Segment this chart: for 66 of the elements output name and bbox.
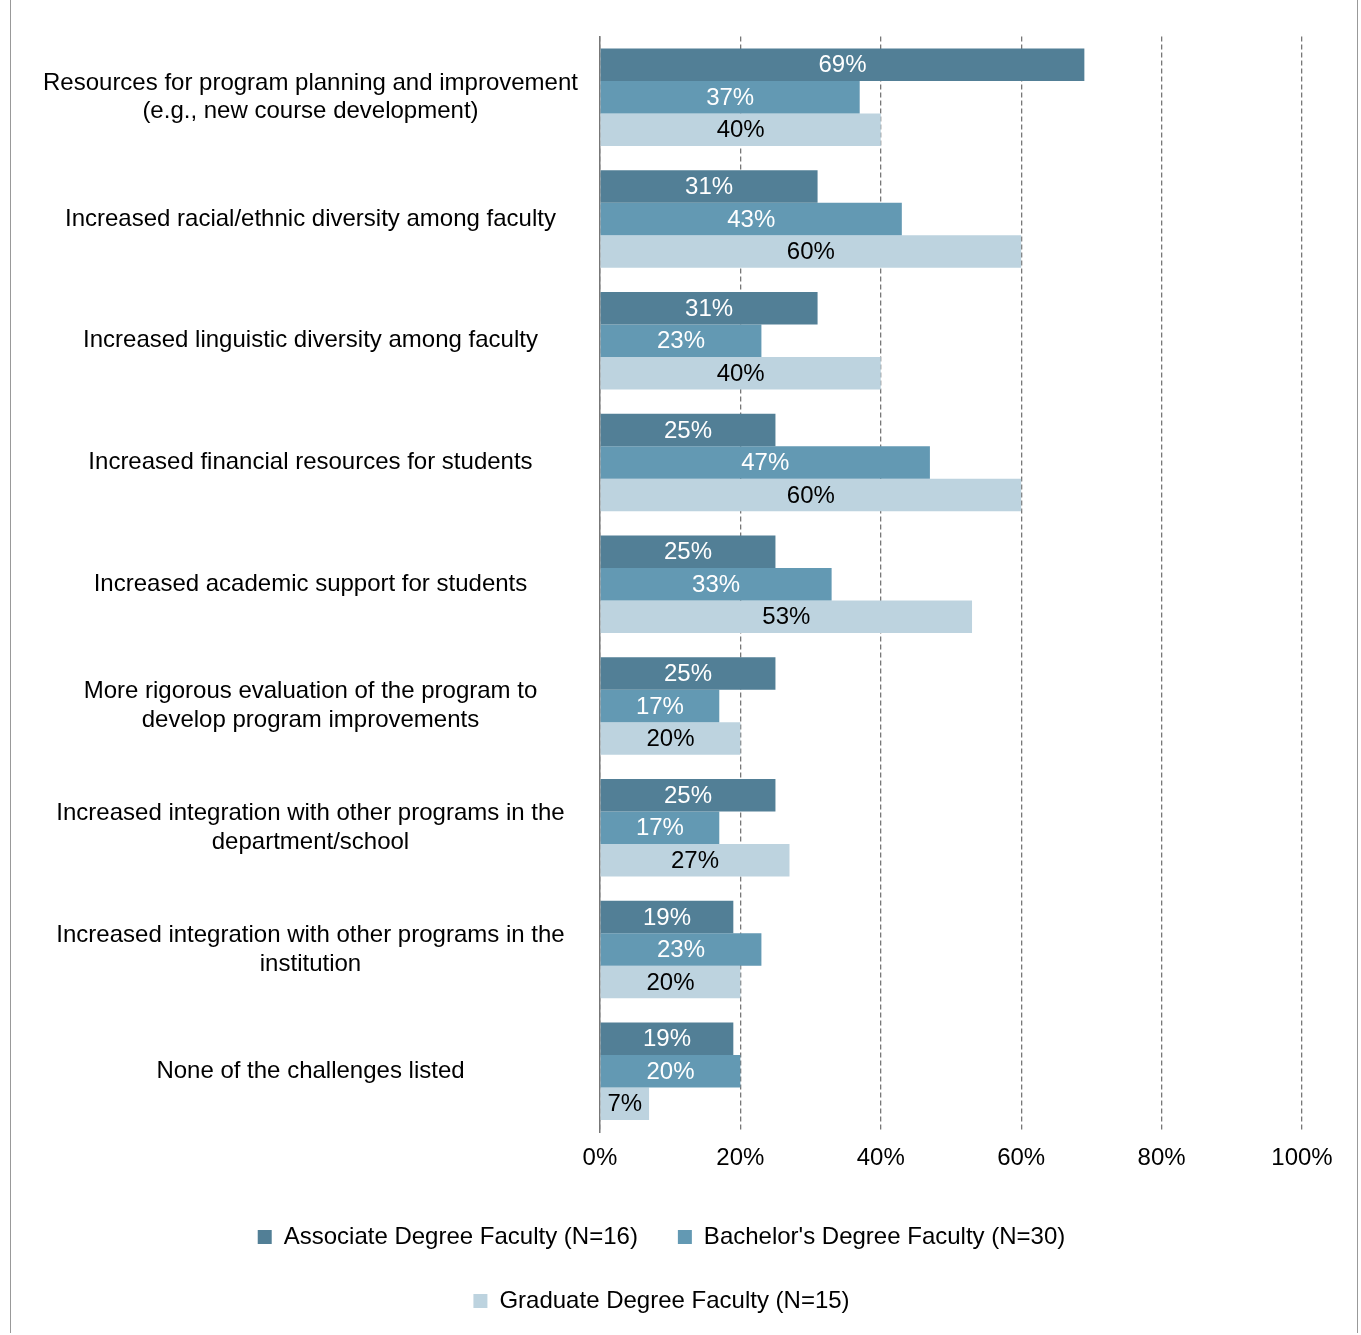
- y-tick-label: Increased integration with other programs in the institution: [56, 919, 565, 976]
- bar: [600, 170, 818, 203]
- y-tick-label: Increased racial/ethnic diversity among faculty: [65, 203, 556, 231]
- y-tick-label: Increased integration with other programs in the department/school: [56, 798, 565, 854]
- bar: [600, 600, 973, 633]
- bar: [600, 48, 1085, 82]
- data-label: 33%: [692, 569, 741, 597]
- bar: [600, 81, 860, 114]
- data-label: 27%: [671, 845, 720, 873]
- data-label: 60%: [786, 480, 835, 508]
- bar: [600, 202, 902, 236]
- data-label: 17%: [635, 691, 684, 719]
- data-label: 25%: [664, 659, 713, 687]
- bar: [600, 933, 762, 966]
- data-label: 23%: [656, 935, 706, 963]
- data-label: 23%: [656, 326, 706, 354]
- bar: [600, 1055, 741, 1088]
- x-tick-label: 40%: [856, 1143, 905, 1171]
- data-label: 37%: [706, 82, 755, 110]
- bar: [600, 844, 790, 877]
- data-label: 31%: [685, 172, 734, 200]
- bar: [600, 446, 930, 479]
- bar: [600, 324, 762, 358]
- data-label: 31%: [685, 293, 734, 321]
- data-label: 25%: [664, 780, 713, 808]
- bar: [600, 722, 741, 755]
- data-label: 17%: [635, 813, 684, 841]
- bar: [600, 113, 881, 146]
- y-tick-label: None of the challenges listed: [156, 1055, 465, 1083]
- data-label: 20%: [646, 724, 695, 752]
- data-label: 25%: [664, 537, 713, 565]
- data-label: 40%: [716, 358, 765, 386]
- y-tick-label: Increased academic support for students: [93, 568, 528, 596]
- bar: [600, 568, 832, 601]
- bar: [600, 657, 776, 690]
- data-label: 19%: [642, 1024, 691, 1052]
- x-tick-label: 60%: [997, 1143, 1046, 1171]
- data-label: 19%: [642, 902, 691, 930]
- bar: [600, 779, 776, 812]
- y-tick-label: Resources for program planning and improvement (e.g., new course development): [43, 67, 579, 124]
- data-label: 60%: [786, 237, 835, 265]
- data-label: 69%: [818, 50, 867, 78]
- data-label: 25%: [664, 415, 713, 443]
- bar: [600, 535, 776, 569]
- data-label: 20%: [646, 1056, 695, 1084]
- bar: [600, 357, 881, 390]
- y-tick-label: More rigorous evaluation of the program to develop program improvements: [83, 676, 538, 733]
- legend-label: Graduate Degree Faculty (N=15): [499, 1285, 850, 1313]
- data-label: 7%: [607, 1089, 643, 1117]
- data-label: 20%: [646, 967, 695, 995]
- bar: [600, 413, 776, 447]
- x-tick-label: 0%: [582, 1143, 618, 1171]
- bar: [600, 235, 1022, 268]
- x-tick-label: 80%: [1137, 1143, 1186, 1171]
- data-label: 43%: [727, 204, 776, 232]
- legend-label: Associate Degree Faculty (N=16): [283, 1221, 638, 1249]
- x-tick-label: 20%: [716, 1143, 765, 1171]
- y-tick-label: Increased financial resources for students: [88, 447, 533, 475]
- data-label: 40%: [716, 115, 765, 143]
- bar: [600, 478, 1022, 512]
- data-label: 47%: [741, 448, 790, 476]
- y-tick-label: Increased linguistic diversity among faculty: [83, 325, 538, 353]
- data-label: 53%: [762, 602, 811, 630]
- bar: [600, 292, 818, 325]
- legend-label: Bachelor's Degree Faculty (N=30): [703, 1221, 1066, 1249]
- x-tick-label: 100%: [1271, 1143, 1333, 1171]
